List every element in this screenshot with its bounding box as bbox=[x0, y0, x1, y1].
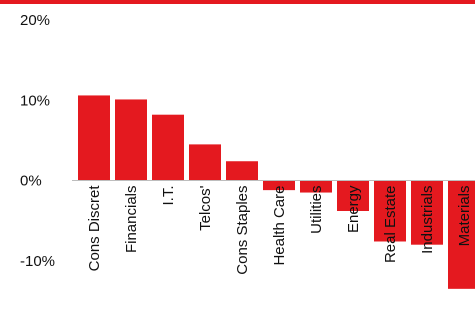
category-label: Utilities bbox=[308, 186, 325, 234]
bars-group bbox=[78, 95, 475, 289]
category-label: Cons Discret bbox=[86, 185, 103, 272]
bar-utilities bbox=[300, 180, 332, 193]
category-label: Health Care bbox=[271, 186, 288, 266]
category-label: Telcos' bbox=[197, 185, 214, 231]
bar-cons-staples bbox=[226, 161, 258, 181]
bar-industrials bbox=[411, 180, 443, 245]
category-label: Financials bbox=[123, 186, 140, 254]
bar-telcos bbox=[189, 144, 221, 181]
top-accent-bar bbox=[0, 0, 475, 4]
category-label: Real Estate bbox=[382, 186, 399, 264]
y-tick-label: 20% bbox=[20, 12, 50, 29]
category-label: Cons Staples bbox=[234, 186, 251, 275]
bar-health-care bbox=[263, 180, 295, 191]
category-label: Materials bbox=[456, 186, 473, 247]
category-labels: Cons Discret Financials I.T. Telcos' Cons St… bbox=[86, 185, 473, 275]
y-tick-label: 10% bbox=[20, 92, 50, 109]
bar-i-t bbox=[152, 114, 184, 181]
bar-materials bbox=[448, 180, 475, 289]
y-tick-label: -10% bbox=[20, 253, 55, 270]
category-label: Energy bbox=[345, 185, 362, 233]
bar-real-estate bbox=[374, 180, 406, 242]
y-tick-label: 0% bbox=[20, 173, 42, 190]
category-label: I.T. bbox=[160, 186, 177, 206]
bar-energy bbox=[337, 180, 369, 211]
bar-cons-discret bbox=[78, 95, 110, 181]
category-label: Industrials bbox=[419, 186, 436, 254]
bar-financials bbox=[115, 99, 147, 181]
y-axis-ticks: 20%10%0%-10%-20% bbox=[20, 12, 55, 334]
